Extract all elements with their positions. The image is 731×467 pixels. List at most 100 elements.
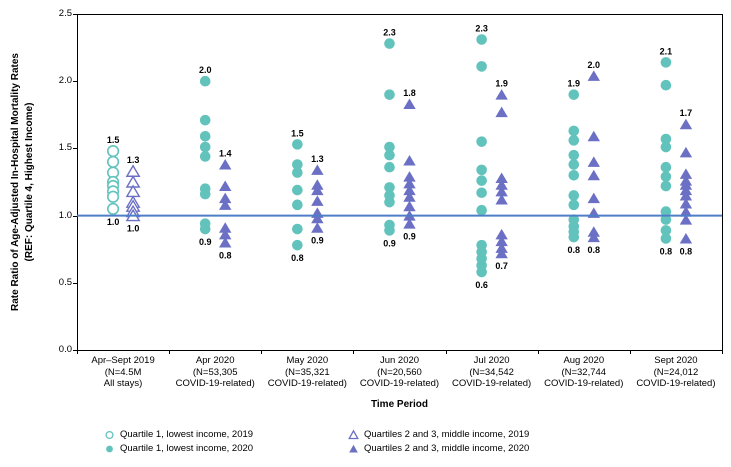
data-point	[476, 204, 487, 216]
data-point	[568, 135, 580, 146]
data-point	[199, 223, 211, 235]
legend-item-label: Quartile 1, lowest income, 2019	[120, 428, 254, 440]
data-label: 0.8	[219, 250, 232, 260]
data-point	[384, 38, 395, 49]
y-tick-label: 1.0	[58, 209, 72, 221]
data-point	[660, 214, 672, 225]
legend-column-1: Quartile 1, lowest income, 2019 Quartile …	[104, 427, 253, 455]
data-label: 0.6	[475, 280, 488, 290]
data-point	[476, 136, 487, 147]
data-label: 0.7	[495, 261, 508, 271]
data-point	[292, 167, 303, 178]
x-category-label: Sept 2020 (N=24,012 COVID-19-related)	[636, 355, 716, 389]
data-point	[660, 141, 672, 153]
y-tick-label: 2.5	[58, 8, 72, 19]
data-point	[679, 198, 693, 209]
legend-item-label: Quartile 1, lowest income, 2020	[120, 442, 254, 454]
data-label: 2.0	[199, 65, 212, 75]
data-point	[311, 222, 324, 233]
x-category-label: May 2020 (N=35,321 COVID-19-related)	[267, 355, 347, 389]
data-point	[476, 34, 487, 45]
legend-item: Quartile 1, lowest income, 2020	[104, 441, 253, 455]
data-point	[476, 61, 487, 72]
x-category-label: Jun 2020 (N=20,560 COVID-19-related)	[359, 355, 440, 389]
data-label: 1.3	[127, 155, 140, 165]
data-point	[292, 184, 303, 196]
data-point	[403, 184, 416, 196]
data-point	[679, 146, 693, 158]
data-point	[679, 214, 693, 225]
data-point	[219, 199, 232, 210]
legend-item-label: Quartiles 2 and 3, middle income, 2019	[364, 428, 530, 440]
data-point	[495, 89, 508, 100]
data-point	[495, 172, 508, 183]
data-point	[568, 159, 580, 170]
y-axis-title-line1: Rate Ratio of Age-Adjusted In-Hospital M…	[10, 53, 21, 311]
data-point	[219, 222, 232, 233]
data-point	[587, 70, 600, 81]
data-point	[495, 193, 508, 205]
data-label: 0.8	[660, 246, 673, 256]
data-point	[403, 154, 416, 166]
data-point	[568, 125, 580, 137]
data-point	[106, 155, 120, 168]
data-label: 1.5	[107, 135, 120, 145]
data-point	[660, 233, 672, 244]
data-point	[587, 231, 600, 243]
data-label: 0.8	[291, 253, 304, 263]
data-point	[403, 191, 416, 202]
data-point	[476, 187, 487, 199]
data-label: 1.0	[107, 217, 120, 227]
data-point	[587, 156, 600, 167]
data-point	[311, 212, 324, 224]
data-point	[660, 79, 672, 91]
data-point	[311, 164, 324, 175]
data-label: 0.9	[311, 236, 324, 246]
data-point	[587, 169, 600, 181]
legend-item: Quartiles 2 and 3, middle income, 2020	[348, 441, 529, 455]
y-tick-label: 2.0	[58, 75, 72, 87]
data-point	[199, 188, 211, 200]
data-point	[660, 206, 672, 217]
filled-triangle-icon	[349, 444, 358, 452]
data-point	[495, 242, 508, 253]
data-point	[495, 106, 508, 118]
data-point	[292, 139, 303, 150]
data-point	[403, 98, 416, 110]
data-point	[679, 184, 693, 196]
data-point	[587, 130, 600, 142]
x-category-label: Apr–Sept 2019 (N=4.5M All stays)	[91, 355, 155, 389]
data-label: 1.9	[568, 79, 581, 89]
data-label: 0.9	[403, 232, 416, 242]
data-point	[292, 223, 303, 235]
data-point	[660, 133, 672, 145]
data-label: 0.8	[568, 245, 581, 255]
data-point	[568, 231, 580, 243]
plot-frame	[77, 14, 723, 351]
legend-item-label: Quartiles 2 and 3, middle income, 2020	[364, 442, 530, 454]
data-point	[476, 175, 487, 186]
data-label: 2.3	[475, 24, 488, 34]
data-point	[384, 182, 395, 193]
data-point	[106, 202, 120, 215]
data-point	[679, 232, 693, 244]
data-point	[403, 171, 416, 182]
x-category-label: Apr 2020 (N=53,305 COVID-19-related)	[175, 355, 255, 389]
data-point	[495, 235, 508, 247]
x-axis-title: Time Period	[370, 399, 429, 410]
data-label: 1.3	[311, 154, 324, 164]
data-point	[106, 144, 120, 158]
data-point	[568, 199, 580, 211]
data-label: 0.9	[199, 237, 212, 247]
data-point	[660, 225, 672, 236]
data-point	[660, 57, 672, 68]
data-point	[199, 114, 211, 126]
data-point	[403, 200, 416, 212]
data-point	[660, 180, 672, 192]
data-label: 0.8	[680, 246, 693, 256]
data-label: 1.0	[127, 224, 140, 234]
data-point	[384, 149, 395, 161]
legend-item: Quartile 1, lowest income, 2019	[104, 427, 253, 441]
data-point	[199, 131, 211, 142]
data-point	[219, 192, 232, 204]
